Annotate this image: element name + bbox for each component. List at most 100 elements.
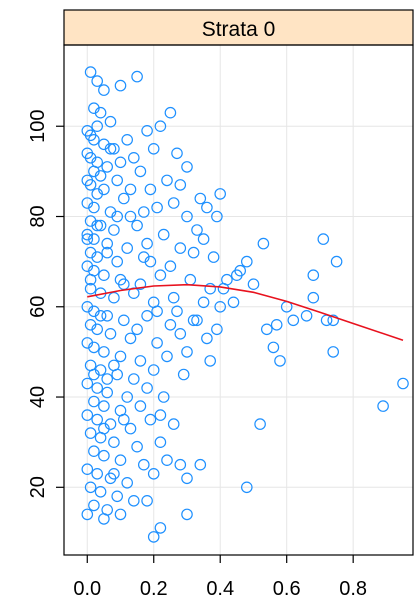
- data-point-198: [108, 359, 120, 372]
- data-points: [81, 66, 409, 543]
- data-point-6: [94, 106, 107, 119]
- data-point-15: [141, 125, 153, 137]
- x-tick-label-1: 0.2: [140, 578, 168, 600]
- data-point-95: [211, 323, 223, 336]
- data-point-124: [147, 364, 160, 376]
- data-point-57: [88, 233, 100, 245]
- data-point-184: [204, 282, 216, 295]
- data-point-100: [307, 291, 320, 304]
- data-point-152: [138, 458, 150, 471]
- data-point-0: [84, 66, 97, 78]
- data-point-52: [131, 219, 143, 232]
- data-point-53: [157, 228, 170, 241]
- data-point-16: [154, 120, 167, 132]
- data-point-43: [88, 201, 100, 214]
- data-point-172: [141, 494, 153, 507]
- data-point-208: [191, 314, 203, 327]
- data-point-46: [151, 201, 163, 214]
- y-axis: 20 40 60 80 100: [27, 110, 64, 498]
- data-point-23: [128, 152, 140, 164]
- data-point-187: [124, 183, 137, 196]
- data-point-144: [84, 427, 97, 439]
- data-point-115: [161, 350, 173, 363]
- data-point-7: [104, 115, 117, 128]
- y-tick-label-1: 40: [27, 386, 49, 408]
- data-point-146: [108, 436, 120, 448]
- data-point-190: [151, 305, 163, 318]
- data-point-158: [121, 476, 133, 489]
- data-point-156: [91, 467, 103, 480]
- data-point-92: [141, 309, 153, 322]
- data-point-107: [151, 337, 163, 349]
- data-point-118: [274, 355, 286, 367]
- data-point-31: [111, 174, 123, 187]
- chart-title: Strata 0: [202, 18, 276, 41]
- data-point-169: [81, 508, 94, 521]
- x-tick-label-4: 0.8: [339, 578, 367, 600]
- data-point-102: [327, 314, 339, 327]
- data-point-32: [134, 165, 147, 178]
- data-point-180: [157, 391, 170, 403]
- data-point-132: [98, 400, 110, 412]
- data-point-134: [134, 400, 147, 412]
- data-point-204: [247, 278, 260, 290]
- data-point-111: [88, 341, 100, 354]
- y-tick-label-4: 100: [27, 110, 49, 143]
- data-point-161: [194, 458, 207, 471]
- data-point-41: [214, 188, 226, 200]
- data-point-140: [124, 422, 137, 435]
- data-point-37: [118, 192, 130, 205]
- data-point-78: [154, 269, 167, 281]
- data-point-182: [131, 323, 143, 336]
- data-point-176: [108, 467, 120, 480]
- data-point-131: [88, 395, 100, 408]
- data-point-108: [174, 327, 187, 340]
- data-point-94: [187, 314, 200, 327]
- data-point-186: [111, 210, 123, 223]
- data-point-38: [144, 183, 157, 196]
- data-point-45: [124, 210, 137, 223]
- data-point-17: [164, 106, 177, 119]
- data-point-75: [98, 269, 110, 281]
- data-point-207: [234, 264, 246, 277]
- data-point-123: [128, 373, 140, 385]
- data-point-40: [201, 201, 213, 214]
- data-point-82: [108, 291, 120, 304]
- data-point-167: [88, 499, 100, 512]
- data-point-128: [121, 391, 133, 403]
- data-point-129: [141, 382, 153, 394]
- data-point-90: [101, 309, 113, 322]
- data-point-34: [174, 179, 187, 191]
- data-point-11: [88, 134, 100, 146]
- data-point-196: [98, 422, 110, 435]
- data-point-197: [101, 246, 113, 259]
- y-tick-label-3: 80: [27, 205, 49, 227]
- data-point-154: [174, 458, 187, 471]
- data-point-117: [267, 341, 280, 354]
- data-point-97: [270, 318, 283, 331]
- x-axis: 0.0 0.2 0.4 0.6 0.8: [73, 555, 367, 600]
- data-point-13: [108, 143, 120, 155]
- data-point-96: [260, 323, 273, 336]
- data-point-66: [111, 255, 123, 268]
- data-point-192: [84, 273, 97, 286]
- data-point-87: [214, 300, 226, 313]
- data-point-51: [108, 224, 120, 236]
- data-point-137: [81, 409, 94, 421]
- data-point-160: [181, 472, 193, 485]
- data-point-112: [98, 346, 110, 358]
- data-point-151: [114, 454, 127, 466]
- data-point-163: [84, 481, 97, 494]
- data-point-149: [88, 445, 100, 457]
- data-point-68: [164, 260, 177, 272]
- data-point-199: [118, 413, 130, 426]
- data-point-138: [91, 413, 103, 426]
- data-point-21: [101, 161, 113, 173]
- data-point-202: [330, 255, 343, 268]
- data-point-193: [88, 368, 100, 381]
- data-point-194: [94, 309, 107, 322]
- data-point-59: [121, 242, 133, 254]
- data-point-80: [84, 282, 97, 295]
- data-point-203: [287, 314, 300, 327]
- data-point-4: [131, 70, 143, 83]
